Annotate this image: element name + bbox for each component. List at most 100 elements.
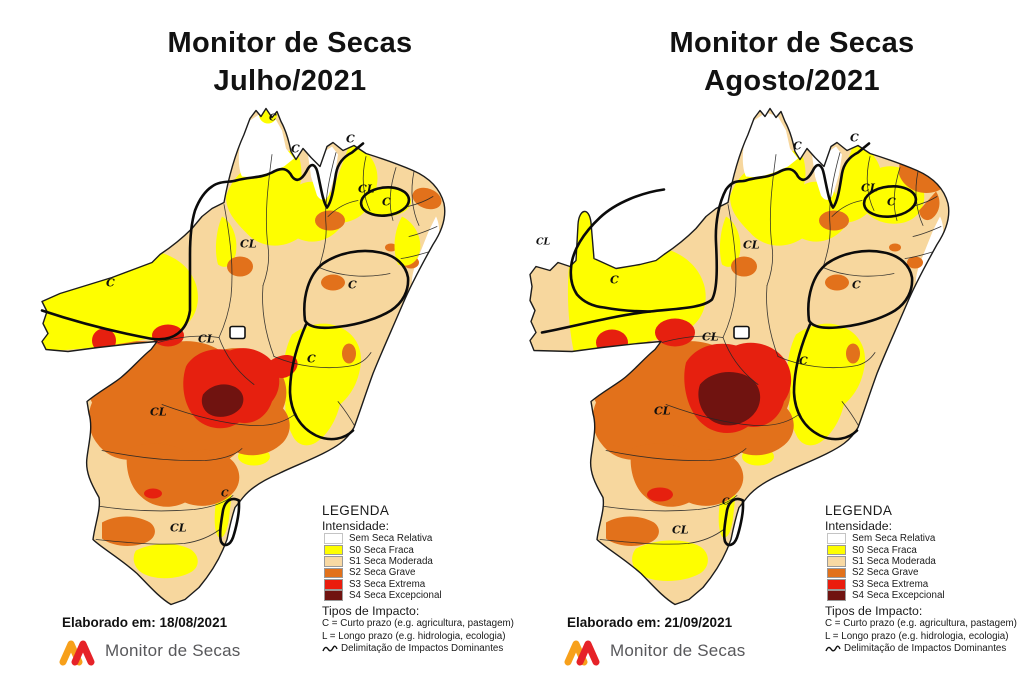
legend-item: S1 Seca Moderada <box>322 556 512 567</box>
map-impact-label: C <box>722 497 730 508</box>
legend-swatch <box>324 556 343 567</box>
map-impact-label: CL <box>358 183 375 196</box>
legend-impact-heading: Tipos de Impacto: <box>825 604 923 619</box>
legend-swatch <box>827 579 846 590</box>
page-title: Monitor de Secas Agosto/2021 <box>542 24 1024 100</box>
legend-item: S0 Seca Fraca <box>322 544 512 556</box>
legend-title: LEGENDA <box>322 503 390 518</box>
map-impact-label: CL <box>672 524 689 537</box>
map-impact-label: CL <box>198 333 215 346</box>
page-title: Monitor de Secas Julho/2021 <box>40 24 540 100</box>
map-impact-label: CL <box>654 405 671 418</box>
legend-swatch <box>827 590 846 601</box>
map-impact-label: CL <box>702 331 719 344</box>
legend-label: S0 Seca Fraca <box>349 544 414 556</box>
legend-item: S3 Seca Extrema <box>322 579 512 590</box>
legend-item: S0 Seca Fraca <box>825 544 1015 556</box>
map-impact-label: C <box>348 279 357 292</box>
title-line2: Julho/2021 <box>213 65 367 97</box>
map-labels-july: C C C CL C CL C C C CL CL CL C <box>106 113 391 535</box>
map-impact-label: CL <box>536 237 551 248</box>
elaborated-date: Elaborado em: 21/09/2021 <box>567 615 733 630</box>
legend-impact-line-c: C = Curto prazo (e.g. agricultura, pasta… <box>825 618 1017 630</box>
legend-impact-heading: Tipos de Impacto: <box>322 604 420 619</box>
title-line1: Monitor de Secas <box>167 27 413 59</box>
map-impact-label: C <box>307 353 316 366</box>
title-line2: Agosto/2021 <box>704 65 880 97</box>
legend-item: Sem Seca Relativa <box>825 533 1015 544</box>
legend-label: S3 Seca Extrema <box>349 578 426 590</box>
monitor-de-secas-logo-icon <box>564 640 600 666</box>
map-impact-label: C <box>269 113 277 124</box>
monitor-de-secas-logo-icon <box>59 640 95 666</box>
elaborated-date: Elaborado em: 18/08/2021 <box>62 615 228 630</box>
logo: Monitor de Secas <box>58 636 241 666</box>
legend-impact-line-l: L = Longo prazo (e.g. hidrologia, ecolog… <box>825 630 1009 642</box>
legend-item: S2 Seca Grave <box>825 567 1015 578</box>
legend-item: Sem Seca Relativa <box>322 533 512 544</box>
logo: Monitor de Secas <box>563 636 746 666</box>
map-impact-label: C <box>346 133 355 146</box>
legend-label: S3 Seca Extrema <box>852 578 929 590</box>
map-impact-label: C <box>221 489 229 500</box>
drought-map-august: CL C C CL C CL C C C CL CL CL C <box>529 107 950 606</box>
map-impact-label: C <box>610 274 619 287</box>
map-impact-label: C <box>799 355 808 368</box>
legend-label: S2 Seca Grave <box>852 567 919 579</box>
panel-august: Monitor de Secas Agosto/2021 CL C C CL C CL C C… <box>512 0 1024 683</box>
legend-label: Sem Seca Relativa <box>852 533 936 545</box>
legend-swatch <box>324 533 343 544</box>
map-impact-label: C <box>106 277 115 290</box>
legend: LEGENDA Intensidade: Sem Seca Relativa S0… <box>322 503 514 655</box>
legend: LEGENDA Intensidade: Sem Seca Relativa S0… <box>825 503 1017 655</box>
legend-impact-line-delimitation: Delimitação de Impactos Dominantes <box>322 643 512 655</box>
legend-item: S1 Seca Moderada <box>825 556 1015 567</box>
map-impact-label: CL <box>170 522 187 535</box>
map-impact-label: C <box>382 196 391 209</box>
map-impact-label: C <box>793 140 802 153</box>
legend-label: S1 Seca Moderada <box>349 555 433 567</box>
map-impact-label: C <box>291 143 300 156</box>
map-impact-label: C <box>887 196 896 209</box>
title-line1: Monitor de Secas <box>669 27 915 59</box>
legend-swatch <box>324 590 343 601</box>
legend-item: S4 Seca Excepcional <box>825 590 1015 601</box>
legend-swatch <box>827 567 846 579</box>
legend-intensity-rows: Sem Seca Relativa S0 Seca Fraca S1 Seca Mo… <box>825 533 1015 601</box>
legend-item: S2 Seca Grave <box>322 567 512 578</box>
map-impact-label: CL <box>240 238 257 251</box>
legend-item: S4 Seca Excepcional <box>322 590 512 601</box>
legend-swatch <box>324 567 343 579</box>
map-impact-label: C <box>852 279 861 292</box>
legend-label: S1 Seca Moderada <box>852 555 936 567</box>
legend-impact-line-c: C = Curto prazo (e.g. agricultura, pasta… <box>322 618 514 630</box>
map-labels-august: CL C C CL C CL C C C CL CL CL C <box>536 132 896 537</box>
drought-map-july: C C C CL C CL C C C CL CL CL C <box>40 107 446 606</box>
legend-intensity-heading: Intensidade: <box>825 519 893 533</box>
wavy-line-icon <box>825 645 841 652</box>
legend-intensity-heading: Intensidade: <box>322 519 390 533</box>
map-impact-label: C <box>850 132 859 145</box>
legend-label: Sem Seca Relativa <box>349 533 433 545</box>
legend-swatch <box>324 544 343 556</box>
legend-label: S2 Seca Grave <box>349 567 416 579</box>
legend-impact-line-l: L = Longo prazo (e.g. hidrologia, ecolog… <box>322 630 506 642</box>
legend-label: S4 Seca Excepcional <box>349 590 442 602</box>
map-impact-label: CL <box>743 239 760 252</box>
logo-text: Monitor de Secas <box>610 641 746 660</box>
legend-item: S3 Seca Extrema <box>825 579 1015 590</box>
wavy-line-icon <box>322 645 338 652</box>
legend-swatch <box>827 544 846 556</box>
legend-label: S4 Seca Excepcional <box>852 590 945 602</box>
no-data-inset <box>229 325 246 340</box>
legend-swatch <box>827 556 846 567</box>
legend-label: S0 Seca Fraca <box>852 544 917 556</box>
map-impact-label: CL <box>150 406 167 419</box>
legend-swatch <box>324 579 343 590</box>
map-impact-label: CL <box>861 182 878 195</box>
legend-impact-line-delimitation: Delimitação de Impactos Dominantes <box>825 643 1015 655</box>
legend-intensity-rows: Sem Seca Relativa S0 Seca Fraca S1 Seca Mo… <box>322 533 512 601</box>
logo-text: Monitor de Secas <box>105 641 241 660</box>
legend-swatch <box>827 533 846 544</box>
